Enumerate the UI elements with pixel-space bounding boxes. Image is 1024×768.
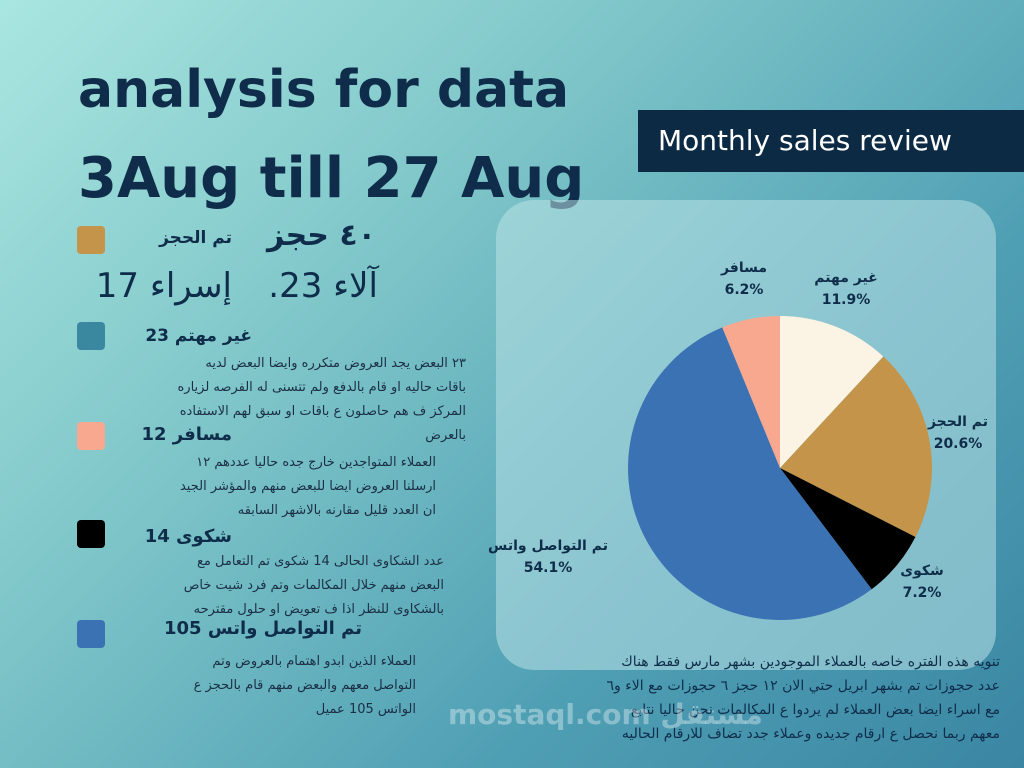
slice-label: تم التواصل واتس (488, 538, 608, 554)
pie-slice (628, 327, 872, 620)
slice-percent: 54.1% (524, 560, 573, 576)
title-line-2: 3Aug till 27 Aug (78, 146, 585, 211)
agent-alaa: آلاء 23. (268, 266, 378, 306)
complaint-swatch (77, 520, 105, 548)
agent-israa: إسراء 17 (95, 266, 232, 306)
pie-slice (780, 468, 916, 590)
pie-slice (780, 316, 884, 468)
booked-count: ٤٠ حجز (267, 218, 376, 253)
slice-label: مسافر (720, 260, 767, 276)
slice-percent: 7.2% (903, 585, 942, 601)
slice-percent: 11.9% (822, 292, 871, 308)
whatsapp-label: تم التواصل واتس 105 (163, 618, 362, 639)
not-interested-label: غير مهتم 23 (145, 326, 252, 346)
slice-percent: 6.2% (725, 282, 764, 298)
not-interested-swatch (77, 322, 105, 350)
pie-slice (722, 316, 780, 468)
complaint-description: عدد الشكاوى الحالى 14 شكوى تم التعامل مع… (183, 554, 444, 617)
slice-label: غير مهتم (814, 270, 877, 286)
traveler-description: العملاء المتواجدين خارج جده حاليا عددهم … (179, 455, 436, 518)
traveler-swatch (77, 422, 105, 450)
whatsapp-description: العملاء الذين ابدو اهتمام بالعروض وتم ال… (193, 654, 416, 717)
booked-label: تم الحجز (159, 228, 232, 248)
traveler-label: مسافر 12 (141, 424, 232, 445)
pie-chart: غير مهتم 11.9% تم الحجز 20.6% شكوى 7.2% تم الت… (488, 260, 988, 620)
slice-label: تم الحجز (927, 414, 988, 430)
booked-swatch (77, 226, 105, 254)
slice-percent: 20.6% (934, 436, 983, 452)
whatsapp-swatch (77, 620, 105, 648)
title-line-1: analysis for data (78, 60, 570, 120)
pie-slice (780, 356, 932, 538)
note-paragraph: تنويه هذه الفتره خاصه بالعملاء الموجودين… (606, 654, 1000, 742)
slice-label: شكوى (900, 563, 944, 579)
complaint-label: شكوى 14 (144, 526, 232, 547)
not-interested-description: ٢٣ البعض يجد العروض متكرره وايضا البعض ل… (177, 356, 467, 443)
watermark: mostaql.com مستقل (448, 698, 763, 731)
banner-monthly-sales-review: Monthly sales review (638, 110, 1024, 172)
